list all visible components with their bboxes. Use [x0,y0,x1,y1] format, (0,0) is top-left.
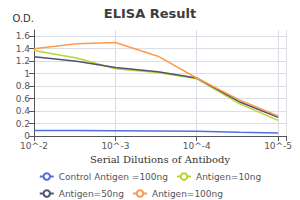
svg-text:ELISA Result: ELISA Result [104,6,196,21]
svg-text:10^-3: 10^-3 [101,141,129,151]
svg-text:Antigen=10ng: Antigen=10ng [196,172,261,182]
svg-text:1: 1 [24,69,30,79]
svg-text:10^-2: 10^-2 [20,141,48,151]
svg-text:Serial Dilutions of Antibody: Serial Dilutions of Antibody [90,154,231,165]
svg-text:1.6: 1.6 [16,31,31,41]
svg-text:0: 0 [24,131,30,141]
svg-text:O.D.: O.D. [12,13,34,24]
svg-text:Control Antigen =100ng: Control Antigen =100ng [59,172,168,182]
svg-text:1.2: 1.2 [16,56,30,66]
svg-text:10^-5: 10^-5 [264,141,292,151]
svg-text:Antigen=50ng: Antigen=50ng [59,189,124,199]
svg-text:0.6: 0.6 [16,94,31,104]
svg-text:Antigen=100ng: Antigen=100ng [152,189,223,199]
svg-text:10^-4: 10^-4 [183,141,211,151]
svg-text:0.4: 0.4 [16,106,31,116]
svg-text:0.2: 0.2 [16,119,30,129]
svg-text:0.8: 0.8 [16,81,31,91]
svg-text:1.4: 1.4 [16,44,31,54]
